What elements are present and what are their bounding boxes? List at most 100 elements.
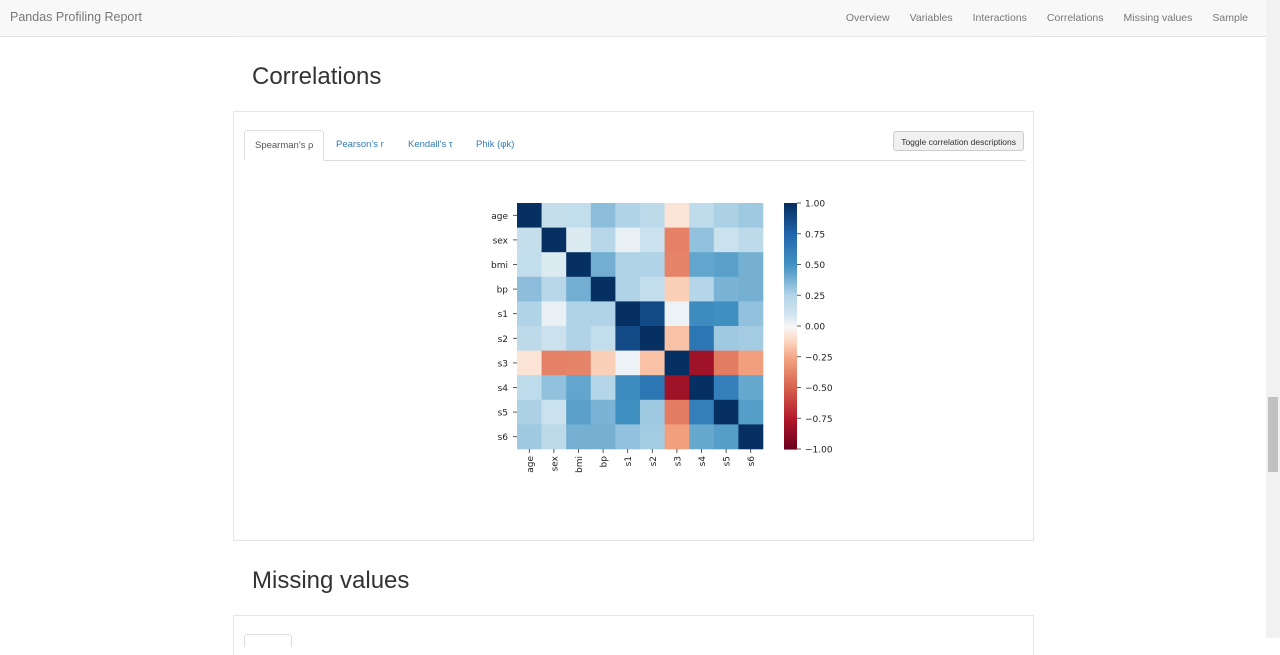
nav-correlations[interactable]: Correlations xyxy=(1046,12,1104,24)
colorbar-segment xyxy=(784,307,797,311)
nav-overview[interactable]: Overview xyxy=(845,12,890,24)
colorbar-segment xyxy=(784,393,797,397)
heatmap-cell xyxy=(664,326,690,351)
heatmap-cell xyxy=(541,227,567,253)
heatmap-cell xyxy=(738,276,764,302)
colorbar-segment xyxy=(784,315,797,319)
y-tick-label: s4 xyxy=(498,384,509,394)
brand-link[interactable]: Pandas Profiling Report xyxy=(10,10,143,24)
colorbar-segment xyxy=(784,438,797,442)
heatmap-cell xyxy=(738,375,764,401)
colorbar-segment xyxy=(784,330,797,333)
missing-values-tab[interactable] xyxy=(244,634,292,647)
colorbar-segment xyxy=(784,207,797,210)
correlation-heatmap: age sex bmi bp s1 s2 s3 s4 s5 s6 age sex bmi bp s1 s2 s… xyxy=(491,200,833,473)
colorbar-tick-label: 0.00 xyxy=(805,323,825,333)
top-navbar: Pandas Profiling Report Overview Variabl… xyxy=(0,0,1266,37)
heatmap-cell xyxy=(615,276,641,302)
scrollbar-thumb[interactable] xyxy=(1268,397,1278,472)
x-tick-label: sex xyxy=(550,455,560,471)
colorbar-segment xyxy=(784,235,797,239)
colorbar-segment xyxy=(784,334,797,337)
colorbar-segment xyxy=(784,401,797,405)
heatmap-cell xyxy=(590,424,616,450)
heatmap-cell xyxy=(664,350,690,376)
heatmap-cell xyxy=(664,276,690,302)
correlations-heading: Correlations xyxy=(252,63,382,90)
nav-variables[interactable]: Variables xyxy=(909,12,953,24)
colorbar-segment xyxy=(784,223,797,227)
y-tick-label: s2 xyxy=(498,335,508,345)
heatmap-cell xyxy=(664,203,690,228)
heatmap-cell xyxy=(566,326,592,351)
heatmap-cell xyxy=(541,399,567,425)
colorbar-segment xyxy=(784,332,797,335)
heatmap-cell xyxy=(566,399,592,425)
colorbar-segment xyxy=(784,412,797,415)
heatmap-cell xyxy=(738,350,764,376)
heatmap-cell xyxy=(590,203,616,228)
heatmap-cell xyxy=(615,203,641,228)
colorbar-segment xyxy=(784,387,797,391)
heatmap-cell xyxy=(615,301,641,327)
page-scrollbar[interactable] xyxy=(1266,0,1280,638)
colorbar-segment xyxy=(784,446,797,450)
colorbar-segment xyxy=(784,323,797,327)
tab-kendall[interactable]: Kendall's τ xyxy=(408,139,453,150)
correlations-panel: Spearman's ρ Pearson's r Kendall's τ Phi… xyxy=(233,111,1034,541)
heatmap-cell xyxy=(541,350,567,376)
colorbar-segment xyxy=(784,244,797,247)
heatmap-cell xyxy=(517,326,542,351)
colorbar-tick-label: 0.75 xyxy=(805,230,825,240)
heatmap-cell xyxy=(590,252,616,278)
colorbar-segment xyxy=(784,239,797,243)
colorbar-segment xyxy=(784,385,797,389)
x-tick-label: s1 xyxy=(624,456,634,466)
colorbar-segment xyxy=(784,280,797,284)
colorbar-segment xyxy=(784,369,797,372)
y-tick-label: s3 xyxy=(498,359,508,369)
nav-sample[interactable]: Sample xyxy=(1212,12,1248,24)
heatmap-cell xyxy=(566,252,592,278)
heatmap-cell xyxy=(738,227,764,253)
colorbar-segment xyxy=(784,266,797,270)
colorbar-segment xyxy=(784,262,797,266)
colorbar-segment xyxy=(784,424,797,428)
heatmap-cell xyxy=(566,203,592,228)
y-tick-label: s5 xyxy=(498,409,508,419)
colorbar-segment xyxy=(784,209,797,212)
nav-interactions[interactable]: Interactions xyxy=(972,12,1027,24)
toggle-correlation-descriptions-button[interactable]: Toggle correlation descriptions xyxy=(893,131,1024,151)
heatmap-cell xyxy=(689,227,715,253)
heatmap-cell xyxy=(566,350,592,376)
colorbar-segment xyxy=(784,289,797,292)
nav-missing-values[interactable]: Missing values xyxy=(1123,12,1193,24)
colorbar-segment xyxy=(784,301,797,305)
colorbar-segment xyxy=(784,328,797,331)
heatmap-cell xyxy=(517,375,542,401)
colorbar-segment xyxy=(784,219,797,223)
heatmap-cell xyxy=(713,227,739,253)
heatmap-x-labels: age sex bmi bp s1 s2 s3 s4 s5 s6 xyxy=(526,449,757,473)
colorbar-segment xyxy=(784,326,797,329)
colorbar-segment xyxy=(784,293,797,296)
colorbar-segment xyxy=(784,282,797,286)
colorbar-segment xyxy=(784,321,797,325)
tab-spearman[interactable]: Spearman's ρ xyxy=(244,130,325,161)
heatmap-cell xyxy=(664,227,690,253)
colorbar-segment xyxy=(784,342,797,346)
tab-phik[interactable]: Phik (φk) xyxy=(476,139,515,150)
correlation-tabs: Spearman's ρ Pearson's r Kendall's τ Phi… xyxy=(244,130,1025,161)
y-tick-label: age xyxy=(491,212,508,222)
colorbar-segment xyxy=(784,205,797,208)
colorbar-segment xyxy=(784,428,797,432)
heatmap-cell xyxy=(640,326,665,351)
tab-pearson[interactable]: Pearson's r xyxy=(336,139,384,150)
heatmap-cell xyxy=(541,424,567,450)
heatmap-cell xyxy=(664,252,690,278)
heatmap-cell xyxy=(640,276,665,302)
x-tick-label: bp xyxy=(600,456,610,468)
colorbar: 1.00 0.75 0.50 0.25 0.00 −0.25 −0.50 −0.75 −1.00 xyxy=(784,200,833,456)
heatmap-cell xyxy=(713,350,739,376)
colorbar-segment xyxy=(784,416,797,419)
